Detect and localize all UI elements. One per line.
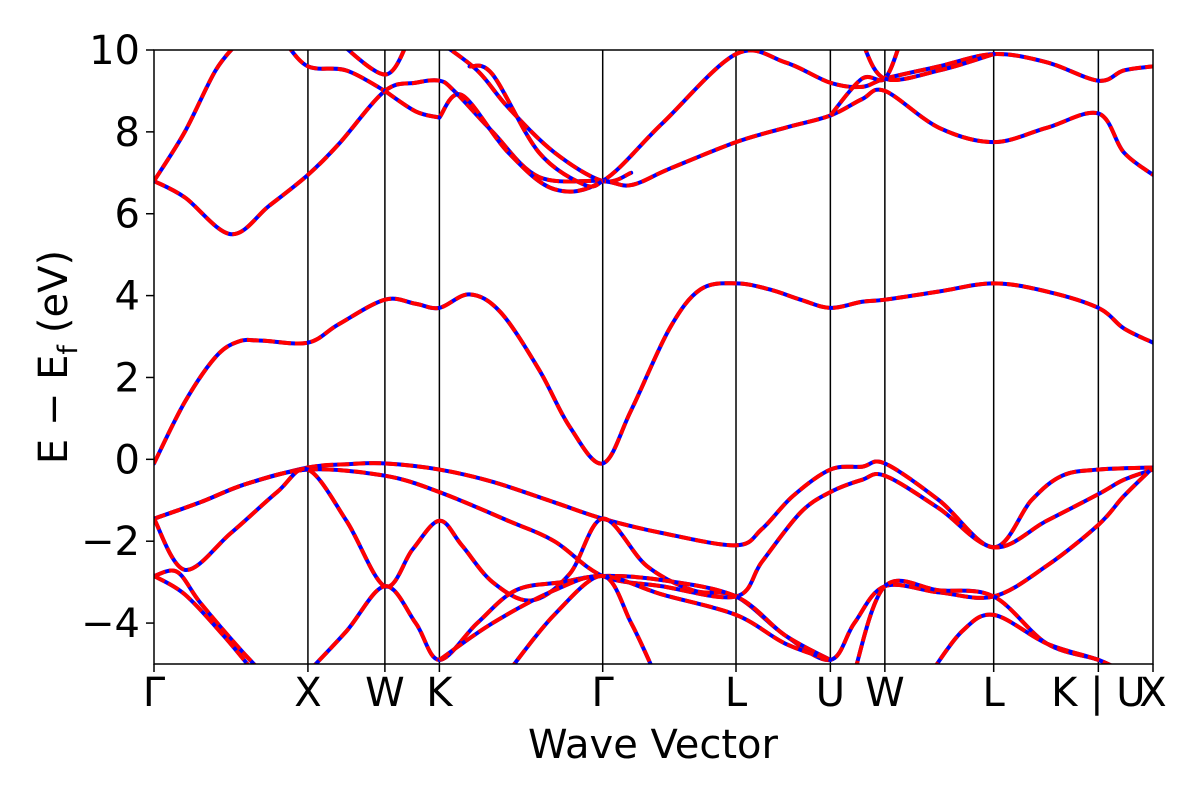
band-line-dashed (447, 50, 632, 184)
y-axis: −4 −2 0 2 4 6 8 10 (81, 28, 154, 647)
band-line-dashed (154, 50, 234, 183)
x-tick-label: L (983, 670, 1006, 716)
band-line-dashed (854, 578, 1113, 664)
y-tick-label: 6 (115, 192, 140, 238)
band-line-dashed (154, 467, 1153, 600)
band-line-solid (154, 459, 1153, 550)
band-line (154, 459, 1153, 550)
y-tick-label: 10 (89, 28, 140, 74)
band-line-dashed (383, 89, 440, 120)
band-line (154, 568, 257, 664)
x-tick-label: Γ (143, 670, 166, 716)
band-line (154, 78, 1153, 237)
band-line-dashed (934, 612, 1113, 664)
y-axis-title-main: E − E (31, 355, 77, 465)
x-tick-label: U (816, 670, 845, 716)
band-line-dashed (154, 459, 1153, 550)
y-tick-label: −2 (81, 519, 140, 565)
x-tick-label: X (1139, 670, 1166, 716)
band-line (511, 573, 653, 664)
x-tick-label: L (725, 670, 748, 716)
band-line-solid (437, 50, 1153, 194)
band-line (854, 578, 1113, 664)
band-line-dashed (437, 50, 1153, 194)
x-tick-label: K (426, 670, 454, 716)
plot-frame (153, 49, 1154, 665)
band-line (154, 465, 1153, 662)
band-line (437, 573, 833, 662)
x-tick-label: X (294, 670, 321, 716)
band-line-dashed (154, 78, 1153, 237)
band-line (154, 50, 234, 183)
band-line (154, 573, 250, 664)
band-line-solid (154, 281, 1153, 466)
y-tick-label: −4 (81, 601, 140, 647)
band-line-dashed (154, 568, 257, 664)
band-line-solid (154, 465, 1153, 662)
x-tick-label: W (365, 670, 405, 716)
y-tick-label: 4 (115, 274, 140, 320)
band-line (828, 50, 900, 118)
y-axis-title: E − Ef (eV) (31, 250, 84, 464)
band-line-dashed (468, 63, 604, 189)
band-line-dashed (511, 573, 653, 664)
band-line-dashed (828, 50, 900, 117)
band-line-dashed (154, 466, 1153, 662)
y-axis-title-subscript: f (53, 344, 84, 355)
x-tick-label: Γ (592, 670, 615, 716)
band-line-dashed (438, 573, 832, 662)
y-axis-title-unit: (eV) (31, 250, 77, 333)
band-line-dashed (154, 281, 1153, 466)
band-line-solid (154, 78, 1153, 237)
band-line (312, 573, 833, 664)
kpoint-lines (307, 50, 1100, 664)
band-line (345, 50, 407, 77)
y-tick-label: 2 (115, 355, 140, 401)
x-tick-label: K | U (1051, 670, 1145, 716)
band-line-dashed (312, 573, 832, 664)
x-tick-label: W (865, 670, 905, 716)
band-series (154, 50, 1153, 664)
band-line (437, 50, 1153, 194)
band-line (467, 63, 605, 189)
band-line (154, 467, 1153, 600)
band-line-dashed (288, 50, 386, 93)
band-line-dashed (154, 574, 250, 664)
y-tick-label: 0 (115, 437, 140, 483)
band-line (288, 50, 387, 93)
band-line-dashed (345, 50, 407, 77)
band-line-dashed (863, 50, 995, 82)
band-line (382, 88, 442, 120)
y-tick-label: 8 (115, 110, 140, 156)
x-axis-title: Wave Vector (528, 722, 779, 768)
band-line (863, 50, 996, 82)
band-line (447, 50, 634, 184)
band-line-solid (154, 573, 250, 664)
band-line (934, 612, 1113, 664)
band-line (154, 281, 1153, 466)
